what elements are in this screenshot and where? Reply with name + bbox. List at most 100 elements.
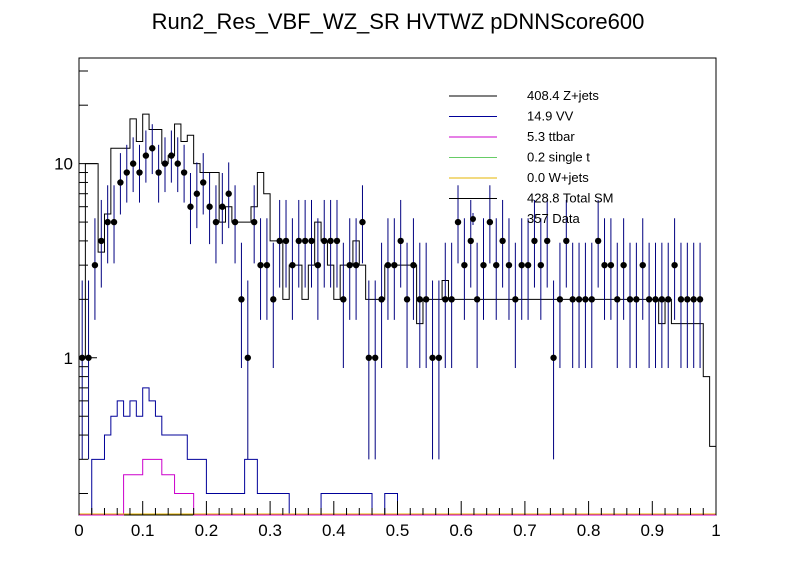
legend-ttbar-label: 5.3 ttbar xyxy=(527,129,575,144)
data-point xyxy=(270,296,277,303)
y-tick-label: 1 xyxy=(64,349,73,368)
data-point xyxy=(391,261,398,269)
axes-layer: 0 0.1 0.2 0.3 0.4 0.5 0.6 0.7 0.8 0.9 1 1 10 xyxy=(54,70,721,540)
x-tick-label: 0.5 xyxy=(386,521,410,540)
data-point xyxy=(276,237,283,245)
x-tick-label: 0.4 xyxy=(322,521,346,540)
data-point xyxy=(684,296,691,303)
x-tick-label: 0.8 xyxy=(577,521,601,540)
data-point xyxy=(359,218,366,226)
legend-total-sm-label: 428.8 Total SM xyxy=(527,191,613,206)
data-point xyxy=(626,296,634,303)
legend-single-t-label: 0.2 single t xyxy=(527,150,590,165)
data-point xyxy=(161,160,169,167)
data-point xyxy=(537,261,545,269)
x-tick-label: 1 xyxy=(711,521,720,540)
data-point xyxy=(454,218,462,226)
histogram-layer xyxy=(78,113,717,516)
chart-title: Run2_Res_VBF_WZ_SR HVTWZ pDNNScore600 xyxy=(152,9,645,34)
data-point xyxy=(614,296,621,303)
data-point xyxy=(117,179,124,186)
data-point xyxy=(505,261,513,269)
data-point xyxy=(652,296,659,303)
series-ttbar xyxy=(79,458,716,516)
data-point xyxy=(308,237,315,245)
x-tick-label: 0 xyxy=(74,521,83,540)
x-tick-label: 0.6 xyxy=(449,521,473,540)
data-points-layer xyxy=(78,124,704,460)
data-point xyxy=(180,169,188,176)
data-point xyxy=(645,296,653,303)
legend-data-marker xyxy=(470,216,476,222)
legend-vv-label: 14.9 VV xyxy=(527,109,574,124)
data-point xyxy=(91,261,99,269)
data-point xyxy=(219,203,226,210)
data-point xyxy=(575,296,583,303)
data-point xyxy=(422,296,430,303)
data-point xyxy=(690,296,697,303)
data-point xyxy=(346,261,353,269)
data-point xyxy=(486,218,494,226)
data-point xyxy=(384,261,392,269)
data-point xyxy=(129,160,137,167)
data-point xyxy=(200,179,207,186)
data-point xyxy=(155,169,162,176)
data-point xyxy=(238,296,245,303)
data-point xyxy=(212,218,220,226)
data-point xyxy=(696,296,704,303)
legend-data-label: 357 Data xyxy=(527,211,581,226)
data-point xyxy=(442,296,449,303)
x-tick-label: 0.1 xyxy=(131,521,155,540)
data-point xyxy=(512,296,519,303)
data-point xyxy=(556,296,564,303)
data-point xyxy=(448,296,455,303)
data-point xyxy=(174,160,181,167)
data-point xyxy=(104,218,111,226)
data-point xyxy=(123,169,130,176)
data-point xyxy=(493,261,500,269)
data-point xyxy=(301,237,309,245)
data-point xyxy=(225,190,232,197)
data-point xyxy=(563,237,570,245)
series-vv xyxy=(79,387,716,516)
data-point xyxy=(193,190,201,197)
data-point xyxy=(244,354,252,361)
series-total-sm xyxy=(78,113,717,515)
data-point xyxy=(403,296,411,303)
data-point xyxy=(352,261,360,269)
data-point xyxy=(480,261,487,269)
data-point xyxy=(594,237,602,245)
data-point xyxy=(410,261,417,269)
data-point xyxy=(321,237,328,245)
data-point xyxy=(658,296,666,303)
data-point xyxy=(282,237,290,245)
data-point xyxy=(620,261,627,269)
data-point xyxy=(168,152,175,159)
x-tick-label: 0.3 xyxy=(258,521,282,540)
y-tick-label: 10 xyxy=(54,155,73,174)
data-point xyxy=(257,261,264,269)
data-point xyxy=(518,261,525,269)
data-point xyxy=(588,296,595,303)
data-point xyxy=(416,296,423,303)
legend: 408.4 Z+jets 14.9 VV 5.3 ttbar 0.2 single t… xyxy=(449,88,613,226)
data-point xyxy=(372,354,379,361)
data-point xyxy=(250,218,258,226)
data-point xyxy=(665,296,672,303)
data-point xyxy=(550,354,557,361)
data-point xyxy=(110,218,118,226)
data-point xyxy=(149,145,156,152)
data-point xyxy=(543,237,551,245)
data-point xyxy=(461,261,468,269)
data-point xyxy=(569,296,576,303)
data-point xyxy=(327,237,334,245)
data-point xyxy=(467,237,474,245)
data-point xyxy=(397,237,404,245)
x-tick-label: 0.9 xyxy=(640,521,664,540)
data-point xyxy=(136,169,143,176)
data-point xyxy=(263,261,271,269)
data-point xyxy=(295,237,302,245)
data-point xyxy=(639,261,646,269)
data-point xyxy=(473,296,481,303)
data-point xyxy=(677,296,685,303)
